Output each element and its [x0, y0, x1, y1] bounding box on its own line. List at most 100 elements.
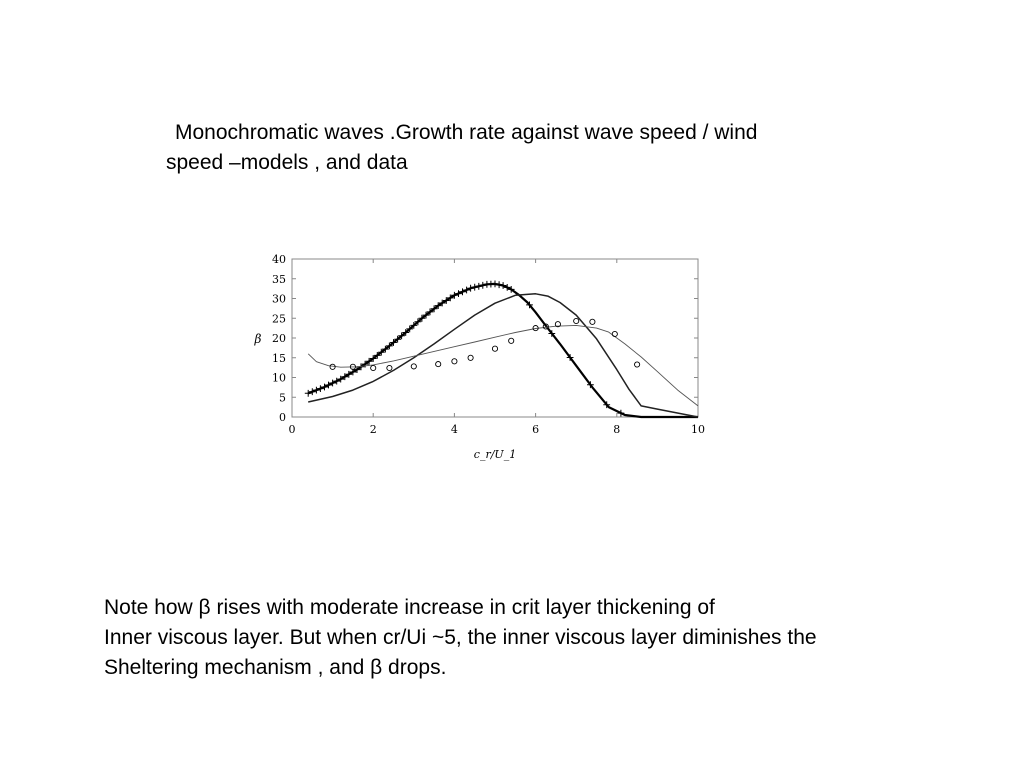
data-point-plus — [341, 373, 349, 381]
series-line — [308, 293, 699, 418]
data-point-plus — [548, 330, 556, 337]
y-axis-label: β — [254, 332, 262, 346]
data-point-plus — [603, 401, 611, 409]
data-point-plus — [361, 360, 369, 368]
data-point-plus — [386, 342, 393, 350]
x-axis-ticks: 0 2 4 6 8 10 — [289, 259, 705, 436]
note-text: Note how β rises with moderate increase … — [104, 593, 1004, 683]
y-tick-label: 35 — [272, 273, 286, 286]
data-point-circle — [467, 354, 474, 361]
data-point-plus — [446, 294, 454, 302]
data-point-plus — [365, 357, 373, 365]
data-point-plus — [526, 301, 533, 309]
data-point-circle — [370, 364, 377, 372]
data-point-plus — [382, 345, 389, 353]
data-point-plus — [325, 381, 332, 389]
data-point-plus — [459, 288, 466, 296]
data-point-plus — [410, 322, 418, 329]
y-tick-label: 15 — [272, 352, 286, 365]
data-point-plus — [475, 282, 483, 290]
series-2 — [308, 293, 699, 418]
data-point-plus — [442, 297, 450, 304]
data-point-plus — [394, 335, 401, 343]
data-point-plus — [503, 284, 511, 291]
data-point-circle — [611, 330, 618, 338]
data-point-plus — [313, 386, 320, 394]
data-point-plus — [369, 355, 377, 362]
data-point-plus — [418, 314, 426, 322]
data-point-plus — [317, 385, 324, 392]
data-point-plus — [455, 290, 462, 297]
data-point-plus — [329, 379, 336, 387]
data-point-plus — [566, 354, 574, 361]
data-point-plus — [430, 305, 438, 313]
x-tick-label: 8 — [613, 423, 620, 436]
x-tick-label: 0 — [289, 423, 296, 436]
data-point-plus — [353, 366, 361, 373]
data-point-plus — [479, 281, 487, 289]
data-point-plus — [422, 311, 430, 319]
series-line — [307, 282, 698, 419]
data-point-plus — [414, 318, 422, 326]
data-point-plus — [467, 284, 474, 292]
data-point-circle — [451, 358, 458, 365]
y-tick-label: 25 — [272, 312, 286, 325]
data-point-circle — [508, 337, 515, 344]
data-point-circle — [542, 323, 549, 330]
slide-title: Monochromatic waves .Growth rate against… — [166, 118, 926, 178]
data-point-plus — [451, 291, 458, 299]
x-tick-label: 6 — [532, 423, 539, 436]
data-point-plus — [398, 332, 405, 340]
chart-svg: 0 2 4 6 8 10 0 5 10 15 20 25 30 35 40 β c_r/U_1 — [254, 253, 705, 461]
y-tick-label: 0 — [279, 411, 286, 424]
data-point-circle — [410, 363, 417, 370]
y-tick-label: 30 — [272, 293, 286, 306]
data-point-plus — [471, 283, 479, 291]
data-point-plus — [495, 281, 503, 289]
series-line — [307, 324, 699, 407]
data-point-plus — [377, 348, 385, 356]
data-point-plus — [333, 377, 341, 385]
data-point-plus — [434, 302, 442, 309]
data-point-circle — [554, 321, 561, 328]
data-point-plus — [373, 352, 381, 359]
y-tick-label: 5 — [279, 391, 286, 404]
slide-title-line-1: Monochromatic waves .Growth rate against… — [175, 121, 758, 144]
data-point-circle — [435, 361, 442, 368]
growth-rate-chart: 0 2 4 6 8 10 0 5 10 15 20 25 30 35 40 β c_r/U_1 — [248, 248, 718, 468]
y-tick-label: 20 — [272, 332, 286, 345]
note-line-3: Sheltering mechanism , and β drops. — [104, 656, 447, 679]
data-point-plus — [345, 370, 353, 378]
data-point-plus — [426, 308, 434, 316]
x-tick-label: 2 — [370, 423, 377, 436]
series-4 — [329, 317, 641, 372]
data-point-circle — [573, 317, 580, 325]
data-point-plus — [304, 389, 312, 397]
data-point-circle — [386, 364, 393, 372]
note-line-1: Note how β rises with moderate increase … — [104, 596, 715, 619]
x-tick-label: 10 — [691, 423, 705, 436]
slide-title-line-2: speed –models , and data — [166, 151, 408, 174]
data-point-plus — [406, 325, 414, 333]
data-point-plus — [507, 286, 515, 293]
data-point-circle — [532, 325, 539, 332]
note-line-2: Inner viscous layer. But when cr/Ui ~5, … — [104, 626, 817, 649]
data-point-plus — [337, 375, 345, 383]
series-layer — [304, 280, 699, 419]
data-point-plus — [321, 383, 328, 391]
data-point-circle — [491, 345, 499, 352]
data-point-circle — [589, 318, 596, 325]
data-point-plus — [402, 329, 410, 336]
data-point-plus — [463, 286, 470, 294]
data-point-plus — [438, 299, 446, 307]
data-point-plus — [587, 381, 594, 389]
data-point-plus — [499, 282, 507, 289]
data-point-plus — [617, 409, 625, 417]
data-point-circle — [349, 363, 356, 370]
data-point-plus — [491, 280, 499, 288]
data-point-plus — [390, 339, 397, 346]
data-point-plus — [308, 388, 316, 396]
series-3 — [307, 324, 699, 407]
data-point-circle — [634, 361, 641, 368]
x-tick-label: 4 — [451, 423, 458, 436]
